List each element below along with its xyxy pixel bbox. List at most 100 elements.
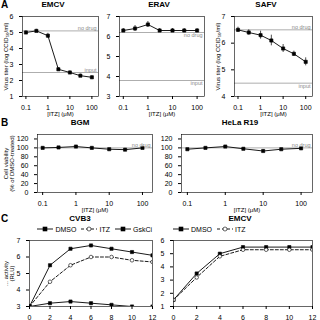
html-text:EMCV: EMCV — [41, 0, 65, 9]
svg-text:60: 60 — [165, 162, 173, 169]
svg-text:4: 4 — [218, 314, 222, 320]
svg-text:input: input — [191, 80, 203, 86]
svg-text:40: 40 — [21, 171, 29, 178]
svg-text:5: 5 — [222, 66, 226, 73]
svg-text:[ITZ] (μM): [ITZ] (μM) — [234, 207, 260, 213]
svg-text:10: 10 — [168, 104, 177, 112]
svg-text:20: 20 — [21, 180, 29, 187]
svg-text:no drug: no drug — [132, 142, 151, 148]
svg-text:6: 6 — [241, 314, 245, 320]
html-text:HeLa R19: HeLa R19 — [221, 118, 259, 127]
svg-text:[ITZ] (μM): [ITZ] (μM) — [149, 111, 175, 117]
svg-text:2: 2 — [10, 77, 14, 84]
svg-text:100: 100 — [137, 200, 149, 207]
svg-text:4: 4 — [17, 286, 21, 293]
html-text:DMSO: DMSO — [55, 225, 77, 233]
svg-text:100: 100 — [300, 104, 312, 111]
svg-text:5: 5 — [161, 250, 165, 257]
html-text:A: A — [1, 0, 9, 10]
svg-text:7: 7 — [17, 237, 21, 244]
svg-text:4: 4 — [161, 263, 165, 270]
svg-text:10: 10 — [279, 104, 287, 112]
html-text:EMCV: EMCV — [228, 214, 252, 223]
svg-text:0: 0 — [28, 314, 32, 320]
svg-text:100: 100 — [295, 200, 307, 207]
svg-text:no drug: no drug — [184, 32, 203, 38]
html-text:B: B — [1, 117, 9, 128]
svg-text:0.1: 0.1 — [183, 200, 193, 207]
svg-text:60: 60 — [21, 162, 29, 169]
svg-text:0: 0 — [169, 189, 173, 196]
svg-text:6: 6 — [89, 314, 93, 320]
svg-text:[ITZ] (μM): [ITZ] (μM) — [82, 207, 108, 213]
html-text:ERAV: ERAV — [148, 0, 170, 9]
svg-text:1: 1 — [10, 93, 14, 100]
html-text:SAFV: SAFV — [255, 0, 277, 9]
svg-text:6: 6 — [161, 237, 165, 244]
svg-text:80: 80 — [165, 153, 173, 160]
svg-text:4: 4 — [69, 314, 73, 320]
svg-text:10: 10 — [66, 104, 74, 112]
svg-text:4: 4 — [107, 73, 111, 80]
svg-text:input: input — [85, 67, 97, 73]
svg-text:[ITZ] (μM): [ITZ] (μM) — [47, 111, 73, 117]
svg-text:1: 1 — [161, 303, 165, 310]
svg-text:no drug: no drug — [292, 24, 311, 30]
svg-text:Virus titer (log CCID₅₀/ml): Virus titer (log CCID₅₀/ml) — [215, 22, 221, 90]
svg-text:1: 1 — [74, 200, 78, 207]
svg-text:7: 7 — [107, 13, 111, 20]
svg-text:12: 12 — [149, 314, 157, 320]
svg-text:10: 10 — [259, 200, 267, 207]
svg-text:0.1: 0.1 — [118, 104, 128, 111]
html-text:BGM: BGM — [70, 118, 90, 127]
svg-text:10: 10 — [128, 314, 136, 320]
svg-text:6: 6 — [17, 253, 21, 260]
svg-text:0: 0 — [172, 314, 176, 320]
svg-text:4: 4 — [10, 45, 14, 52]
svg-text:6: 6 — [107, 33, 111, 40]
svg-text:2: 2 — [195, 314, 199, 320]
svg-text:1: 1 — [223, 200, 227, 207]
svg-text:6: 6 — [222, 39, 226, 46]
svg-text:0: 0 — [25, 189, 29, 196]
svg-text:8: 8 — [110, 314, 114, 320]
svg-text:3: 3 — [17, 303, 21, 310]
svg-text:5: 5 — [107, 53, 111, 60]
html-text:ITZ: ITZ — [99, 225, 110, 233]
svg-text:3: 3 — [10, 61, 14, 68]
svg-text:[ITZ] (μM): [ITZ] (μM) — [260, 111, 286, 117]
svg-text:80: 80 — [21, 153, 29, 160]
svg-text:2: 2 — [48, 314, 52, 320]
svg-text:10: 10 — [105, 200, 114, 208]
svg-text:7: 7 — [222, 13, 226, 20]
svg-text:120: 120 — [161, 135, 173, 142]
html-text:C: C — [1, 213, 9, 224]
html-text:CVB3: CVB3 — [69, 214, 91, 223]
svg-text:0.1: 0.1 — [38, 200, 48, 207]
svg-text:0.1: 0.1 — [21, 104, 31, 111]
svg-text:Cell viability(% of DMSO-treat: Cell viability(% of DMSO-treated) — [3, 135, 15, 191]
svg-text:Virus titer (log CCID₅₀/ml): Virus titer (log CCID₅₀/ml) — [3, 22, 9, 90]
svg-text:12: 12 — [309, 314, 317, 320]
svg-text:3: 3 — [161, 276, 165, 283]
svg-text:5: 5 — [10, 29, 14, 36]
svg-text:100: 100 — [17, 144, 29, 151]
svg-text:40: 40 — [165, 171, 173, 178]
svg-text:20: 20 — [165, 180, 173, 187]
svg-text:100: 100 — [161, 144, 173, 151]
svg-text:input: input — [299, 83, 311, 89]
svg-text:100: 100 — [191, 104, 203, 111]
svg-text:10: 10 — [285, 314, 293, 320]
svg-text:no drug: no drug — [292, 142, 311, 148]
svg-text:4: 4 — [222, 93, 226, 100]
svg-text:2: 2 — [161, 290, 165, 297]
svg-text:100: 100 — [86, 104, 98, 111]
svg-text:... activity(RLU): ... activity(RLU) — [3, 261, 15, 286]
svg-text:no drug: no drug — [78, 25, 97, 31]
svg-text:120: 120 — [17, 135, 29, 142]
svg-text:8: 8 — [264, 314, 268, 320]
svg-text:5: 5 — [17, 270, 21, 277]
svg-text:3: 3 — [107, 93, 111, 100]
svg-text:0.1: 0.1 — [233, 104, 243, 111]
svg-text:6: 6 — [10, 13, 14, 20]
